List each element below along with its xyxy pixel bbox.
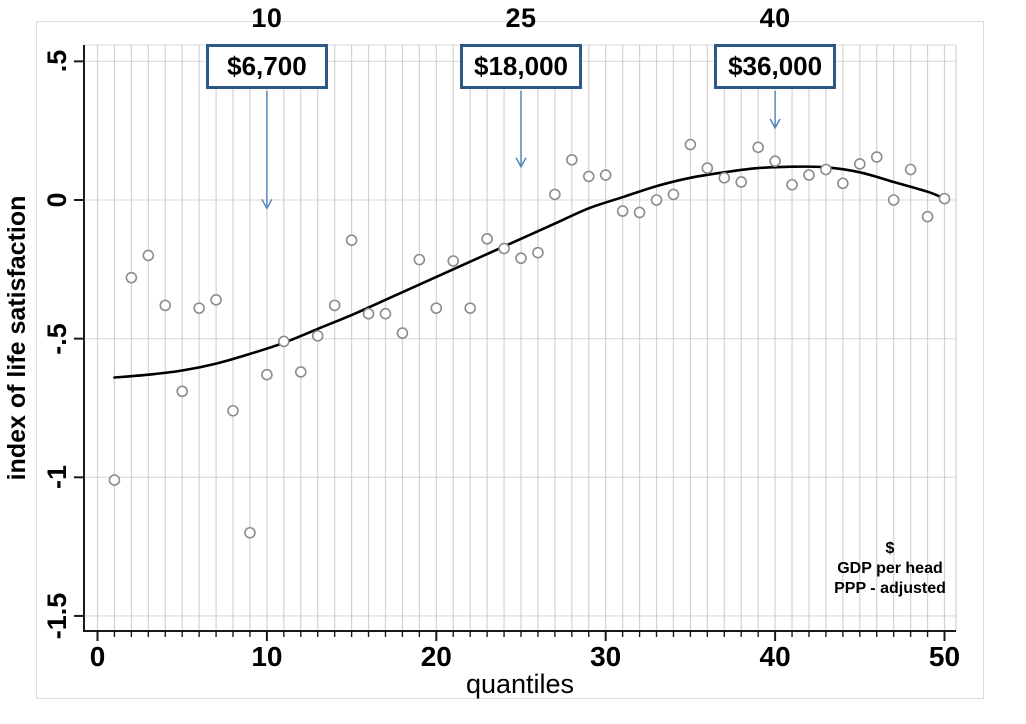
scatter-point	[769, 155, 781, 167]
gdp-callout-box-q40: $36,000	[714, 44, 837, 89]
scatter-point	[599, 169, 612, 181]
scatter-point	[735, 176, 748, 188]
top-quantile-label-40: 40	[759, 3, 791, 33]
gdp-callout-box-q10: $6,700	[205, 44, 328, 89]
scatter-point	[430, 302, 443, 314]
scatter-point	[582, 170, 595, 183]
scatter-point	[379, 307, 392, 320]
y-tick-label: .5	[41, 50, 72, 73]
scatter-point	[887, 194, 900, 206]
scatter-point	[650, 194, 663, 206]
y-tick-label: 0	[41, 192, 72, 208]
scatter-point	[413, 253, 426, 266]
fit-curve	[113, 165, 946, 379]
top-quantile-label-10: 10	[251, 3, 283, 33]
annotation-arrow-head	[769, 118, 781, 130]
gdp-note-line-3: PPP - adjusted	[834, 580, 946, 597]
scatter-point	[616, 205, 629, 217]
scatter-point	[108, 474, 121, 486]
scatter-point	[142, 249, 155, 262]
scatter-point	[345, 234, 358, 247]
figure-border	[36, 21, 984, 699]
scatter-point	[210, 294, 222, 306]
scatter-point	[193, 302, 205, 314]
scatter-point	[159, 299, 172, 312]
x-tick-label: 20	[420, 641, 452, 672]
scatter-point	[481, 233, 493, 245]
scatter-point	[294, 366, 307, 378]
x-tick-label: 50	[928, 641, 961, 672]
annotation-arrow-head	[261, 198, 273, 210]
top-quantile-label-25: 25	[505, 3, 537, 33]
scatter-point	[244, 526, 256, 539]
scatter-point	[549, 188, 561, 201]
gdp-callout-box-q25: $18,000	[460, 44, 582, 89]
scatter-point	[904, 163, 917, 176]
scatter-point	[176, 385, 188, 398]
y-tick-label: -1	[41, 465, 72, 490]
scatter-point	[786, 178, 798, 191]
scatter-point	[820, 163, 832, 176]
scatter-point	[328, 299, 341, 312]
scatter-point	[938, 192, 951, 205]
scatter-point	[921, 210, 934, 223]
scatter-point	[227, 404, 239, 417]
scatter-point	[752, 141, 764, 154]
x-tick-label: 0	[89, 641, 106, 672]
y-tick-label: -.5	[41, 322, 72, 355]
scatter-point	[447, 255, 460, 267]
scatter-point	[870, 151, 883, 163]
x-axis-title: quantiles	[465, 669, 575, 699]
gdp-note: $ GDP per head PPP - adjusted	[790, 539, 990, 599]
x-tick-label: 40	[759, 641, 791, 672]
scatter-point	[566, 153, 578, 166]
scatter-point	[837, 177, 849, 190]
scatter-point	[515, 252, 527, 265]
gdp-note-line-1: $	[885, 540, 895, 557]
y-axis-title: index of life satisfaction	[2, 195, 31, 481]
scatter-point	[803, 169, 815, 181]
scatter-point	[667, 188, 680, 201]
scatter-point	[125, 271, 138, 284]
scatter-point	[532, 246, 544, 259]
x-tick-label: 10	[251, 641, 283, 672]
scatter-point	[633, 206, 646, 219]
scatter-point	[261, 368, 273, 381]
scatter-point	[278, 335, 290, 348]
scatter-point	[362, 307, 375, 320]
scatter-point	[311, 330, 324, 342]
x-tick-label: 30	[590, 641, 622, 672]
scatter-point	[498, 242, 510, 255]
gdp-note-line-2: GDP per head	[837, 560, 943, 577]
scatter-point	[701, 162, 714, 174]
annotation-arrow-head	[515, 157, 527, 169]
scatter-point	[684, 138, 697, 151]
scatter-point	[853, 158, 866, 170]
scatter-point	[718, 172, 731, 184]
scatter-point	[396, 327, 409, 339]
scatter-point	[464, 302, 476, 314]
